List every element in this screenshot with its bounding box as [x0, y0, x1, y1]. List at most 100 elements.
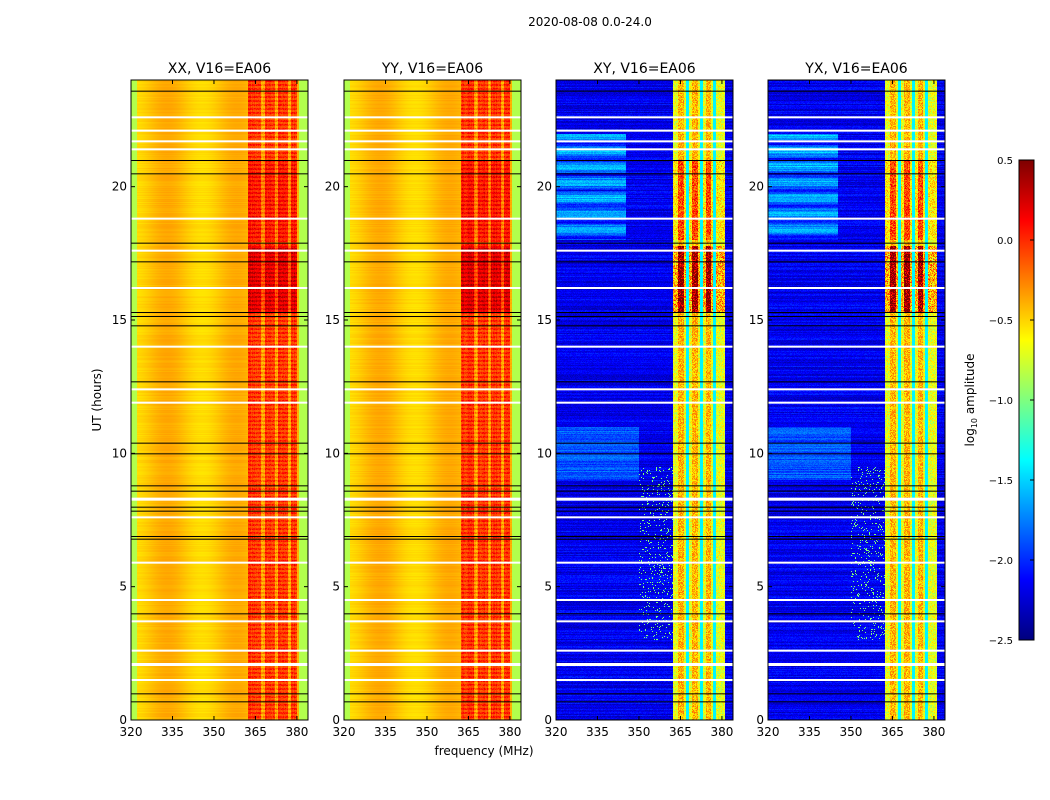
flag-line-black [344, 316, 521, 317]
flag-line-black [556, 242, 733, 244]
flag-line-black [556, 442, 733, 444]
flag-line-white [131, 388, 308, 391]
flag-line-white [344, 516, 521, 519]
flag-line-white [131, 217, 308, 220]
flag-line-white [344, 599, 521, 601]
flag-line-white [768, 599, 945, 601]
y-tick-label: 5 [756, 580, 764, 594]
flag-line-black [131, 701, 308, 703]
flag-line-black [556, 490, 733, 492]
y-tick-label: 0 [756, 713, 764, 727]
flag-line-black [344, 312, 521, 313]
flag-line-white [131, 679, 308, 681]
flag-line-black [131, 453, 308, 455]
panel-frame [767, 79, 946, 721]
flag-line-white [768, 516, 945, 519]
flag-line-black [768, 316, 945, 317]
y-tick-label: 15 [112, 313, 127, 327]
flag-line-white [556, 249, 733, 252]
flag-line-white [556, 345, 733, 348]
flag-line-white [131, 140, 308, 143]
flag-line-white [131, 649, 308, 652]
flag-line-black [768, 510, 945, 512]
flag-line-white [344, 148, 521, 151]
y-tick-label: 0 [332, 713, 340, 727]
flag-line-white [768, 129, 945, 132]
x-tick-label: 320 [757, 725, 780, 739]
flag-line-black [556, 485, 733, 487]
flag-line-white [344, 663, 521, 666]
flag-line-white [768, 388, 945, 391]
colorbar-tick-label: −1.0 [989, 396, 1013, 407]
flag-line-white [131, 663, 308, 666]
colorbar-label-rest: amplitude [963, 354, 977, 418]
y-tick-label: 20 [325, 180, 340, 194]
flag-line-black [131, 312, 308, 313]
flag-line-black [556, 510, 733, 512]
colorbar-tick-label: −1.5 [989, 476, 1013, 487]
flag-line-black [131, 173, 308, 175]
y-tick-label: 20 [749, 180, 764, 194]
flag-line-white [556, 649, 733, 652]
flag-line-black [344, 510, 521, 512]
x-tick-label: 350 [840, 725, 863, 739]
flag-line-black [131, 442, 308, 444]
flag-line-black [131, 490, 308, 492]
flag-line-black [131, 261, 308, 263]
flag-line-black [131, 316, 308, 317]
panel-frame [343, 79, 522, 721]
x-tick-label: 380 [922, 725, 945, 739]
flag-line-white [768, 620, 945, 623]
flag-line-black [768, 538, 945, 540]
flag-line-black [768, 613, 945, 615]
flag-line-black [344, 506, 521, 508]
y-tick-label: 15 [537, 313, 552, 327]
x-tick-label: 365 [881, 725, 904, 739]
flag-line-black [131, 506, 308, 508]
flag-line-white [131, 345, 308, 348]
flag-line-black [768, 536, 945, 537]
x-tick-label: 320 [120, 725, 143, 739]
flag-line-black [556, 160, 733, 161]
flag-line-white [556, 140, 733, 143]
flag-line-black [556, 381, 733, 383]
flag-line-white [556, 620, 733, 623]
flag-line-white [556, 287, 733, 289]
flag-line-white [344, 249, 521, 252]
flag-line-black [768, 160, 945, 161]
flag-line-white [131, 249, 308, 252]
flag-line-white [768, 401, 945, 404]
flag-line-black [768, 693, 945, 695]
flag-line-white [768, 663, 945, 666]
flag-line-white [344, 345, 521, 348]
flag-line-white [768, 345, 945, 348]
y-tick-label: 10 [537, 446, 552, 460]
flag-line-white [344, 649, 521, 652]
colorbar-label-log: log [963, 428, 977, 446]
flag-line-white [131, 516, 308, 519]
flag-line-black [556, 261, 733, 263]
flag-line-black [768, 485, 945, 487]
flag-line-white [131, 497, 308, 501]
flag-line-white [344, 497, 521, 501]
flag-line-black [556, 538, 733, 540]
flag-line-white [131, 401, 308, 404]
flag-line-white [344, 620, 521, 623]
x-tick-label: 380 [710, 725, 733, 739]
flag-line-white [768, 148, 945, 151]
panel-frame [130, 79, 309, 721]
flag-line-black [131, 242, 308, 244]
flag-line-black [344, 261, 521, 263]
flag-line-white [344, 140, 521, 143]
flag-line-black [556, 693, 733, 695]
x-axis-label: frequency (MHz) [434, 744, 533, 758]
y-tick-label: 10 [749, 446, 764, 460]
flag-line-black [131, 381, 308, 383]
flag-line-black [344, 538, 521, 540]
flag-line-black [556, 325, 733, 327]
flag-line-white [556, 388, 733, 391]
